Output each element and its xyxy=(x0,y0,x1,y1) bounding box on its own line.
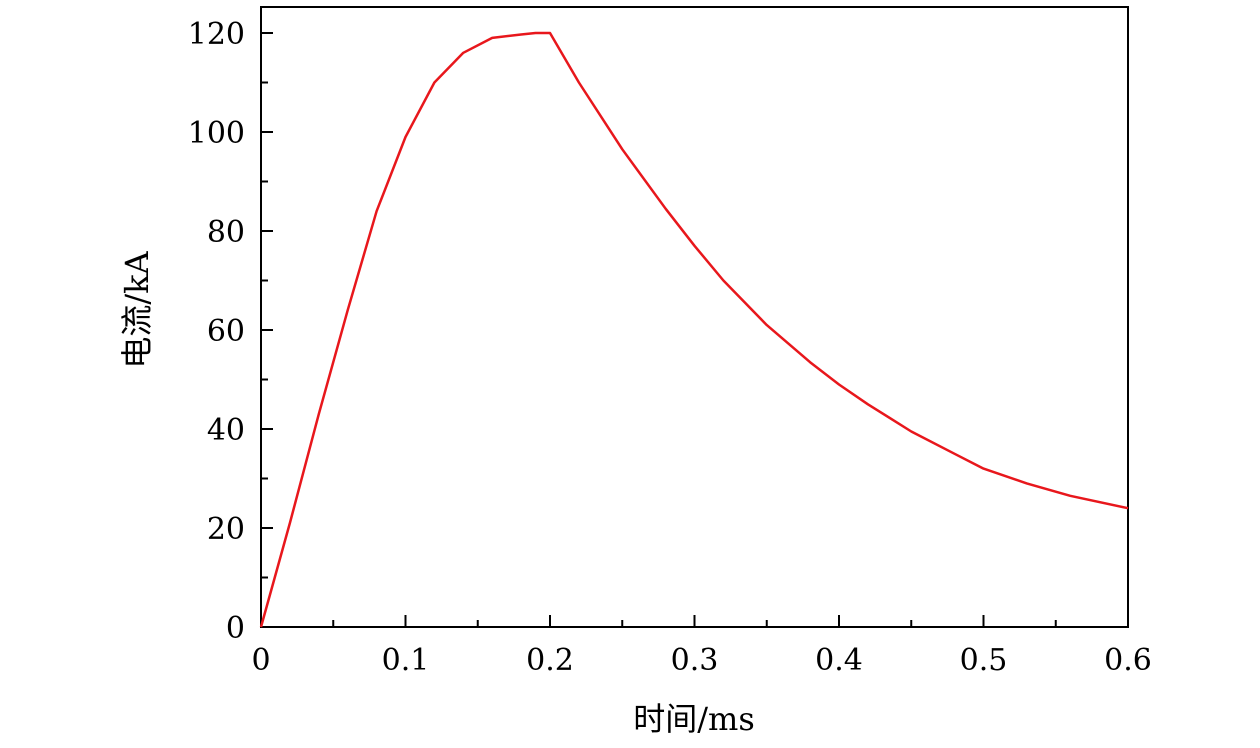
series-line xyxy=(259,31,1129,628)
x-axis-ticks xyxy=(260,615,1129,627)
x-tick-label: 0 xyxy=(251,643,270,678)
y-tick-label: 80 xyxy=(207,215,245,250)
y-tick-label: 20 xyxy=(207,512,245,547)
y-tick-label: 40 xyxy=(207,413,245,448)
x-tick-label: 0.5 xyxy=(960,643,1008,678)
x-axis-title: 时间/ms xyxy=(633,700,755,738)
y-tick-label: 0 xyxy=(226,611,245,646)
x-tick-label: 0.3 xyxy=(671,643,719,678)
y-axis-title: 电流/kA xyxy=(118,250,156,368)
y-tick-label: 60 xyxy=(207,314,245,349)
x-axis-tick-labels: 0 0.1 0.2 0.3 0.4 0.5 0.6 xyxy=(251,643,1151,678)
y-tick-label: 120 xyxy=(188,17,245,52)
x-tick-label: 0.1 xyxy=(382,643,430,678)
y-axis-ticks xyxy=(261,32,273,628)
plot-frame xyxy=(260,6,1129,628)
x-tick-label: 0.2 xyxy=(526,643,574,678)
y-tick-label: 100 xyxy=(188,116,245,151)
y-axis-tick-labels: 0 20 40 60 80 100 120 xyxy=(188,17,245,646)
x-tick-label: 0.4 xyxy=(815,643,863,678)
x-tick-label: 0.6 xyxy=(1104,643,1152,678)
